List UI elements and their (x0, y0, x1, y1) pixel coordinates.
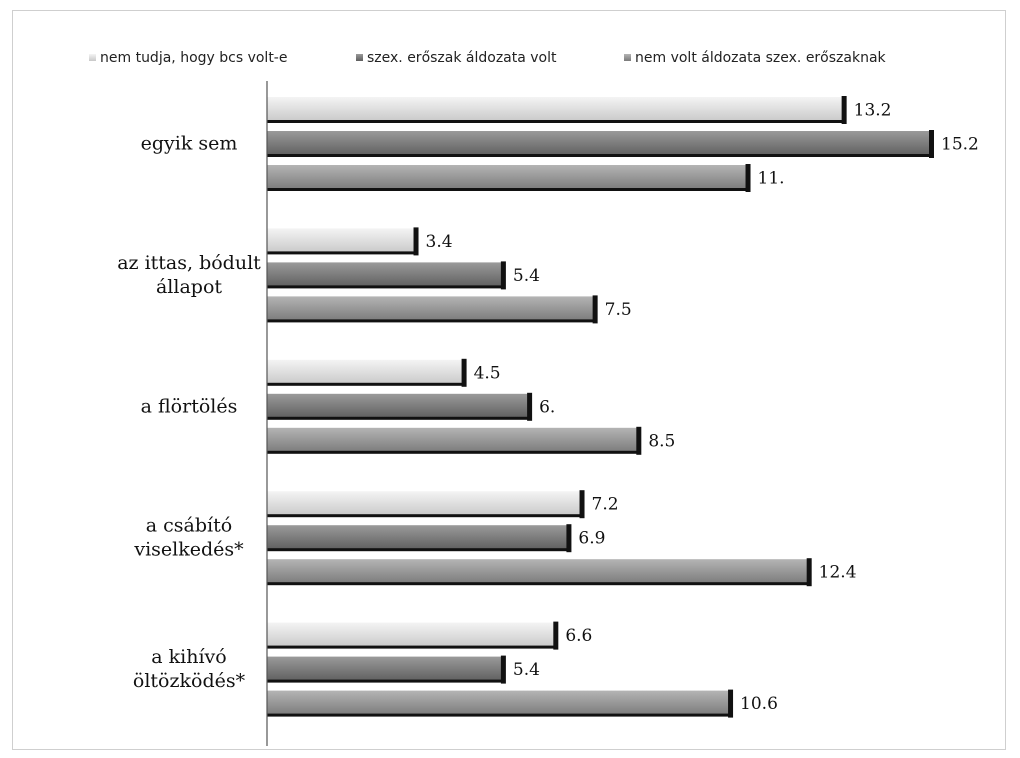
bar-shadow (267, 154, 931, 157)
bar-end-cap (636, 426, 642, 455)
bars: 13.2 15.2 11. 3.4 5.4 7.5 4.5 6. 8.5 7.2 6.9 12.4 6.… (267, 96, 979, 718)
bar-end-cap (929, 130, 934, 158)
data-label: 5.4 (513, 660, 540, 680)
bar-end-cap (841, 96, 847, 124)
data-label: 5.4 (513, 266, 540, 286)
legend-swatch (89, 54, 96, 61)
data-label: 3.4 (426, 232, 453, 252)
bar-shadow (267, 582, 809, 586)
bar-chart: nem tudja, hogy bcs volt-e szex. erőszak … (89, 50, 979, 746)
bar-end-cap (500, 655, 506, 684)
chart-frame: nem tudja, hogy bcs volt-e szex. erőszak … (12, 10, 1006, 750)
category-label: a csábító (146, 515, 232, 537)
bar (267, 525, 569, 551)
bar (267, 393, 530, 419)
category-label: az ittas, bódult (117, 252, 261, 274)
category-label: állapot (156, 276, 222, 298)
bar (267, 165, 748, 190)
bar (267, 296, 595, 322)
legend-label: nem tudja, hogy bcs volt-e (100, 50, 287, 66)
bar (267, 622, 556, 648)
bar-shadow (267, 645, 556, 649)
bar-shadow (267, 416, 530, 420)
bar-shadow (267, 548, 569, 552)
data-label: 8.5 (648, 431, 675, 451)
data-label: 4.5 (474, 363, 501, 383)
data-label: 6. (539, 397, 555, 417)
bar-end-cap (728, 689, 734, 718)
category-label: a kihívó (151, 646, 226, 668)
data-label: 6.9 (578, 529, 605, 549)
legend-swatch (356, 54, 363, 61)
bar-shadow (267, 382, 464, 386)
bar-shadow (267, 450, 639, 454)
data-label: 15.2 (941, 135, 979, 155)
bar-end-cap (592, 295, 598, 324)
bar-end-cap (745, 164, 751, 192)
data-label: 10.6 (740, 694, 778, 714)
bar-shadow (267, 120, 844, 123)
bar (267, 656, 503, 682)
bar (267, 690, 731, 716)
bar (267, 228, 416, 254)
bar-shadow (267, 679, 503, 683)
category-label: egyik sem (141, 133, 238, 155)
legend-swatch (624, 54, 631, 61)
category-label: a flörtölés (141, 395, 238, 417)
bar (267, 559, 809, 585)
bar-shadow (267, 319, 595, 323)
bar-shadow (267, 285, 503, 289)
bar (267, 131, 931, 156)
bar-shadow (267, 514, 582, 518)
legend-label: szex. erőszak áldozata volt (367, 50, 557, 66)
bar-shadow (267, 251, 416, 255)
bar-end-cap (413, 227, 419, 256)
category-label: viselkedés* (133, 539, 244, 561)
bar-end-cap (500, 261, 506, 290)
bar-end-cap (806, 558, 812, 587)
bar (267, 97, 844, 122)
bar (267, 491, 582, 517)
legend: nem tudja, hogy bcs volt-e szex. erőszak … (89, 50, 887, 66)
bar-end-cap (553, 621, 559, 650)
bar-shadow (267, 713, 731, 717)
category-label: öltözködés* (133, 670, 246, 692)
data-label: 7.2 (592, 495, 619, 515)
bar (267, 262, 503, 288)
data-label: 13.2 (854, 101, 892, 121)
bar-end-cap (461, 358, 467, 387)
bar-end-cap (579, 490, 585, 519)
bar-end-cap (527, 392, 533, 421)
bar (267, 359, 464, 385)
data-label: 6.6 (565, 626, 592, 646)
legend-label: nem volt áldozata szex. erőszaknak (635, 50, 887, 66)
data-label: 11. (758, 169, 785, 189)
data-label: 7.5 (605, 300, 632, 320)
data-label: 12.4 (819, 563, 857, 583)
bar (267, 427, 639, 453)
bar-end-cap (566, 524, 572, 553)
bar-shadow (267, 188, 748, 191)
